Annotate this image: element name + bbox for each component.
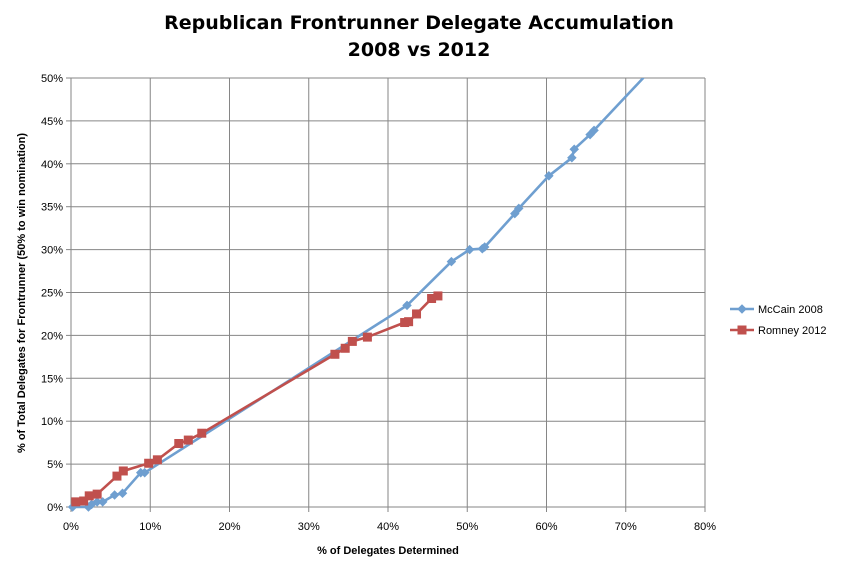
- data-point: [446, 256, 457, 267]
- x-tick-label: 40%: [377, 521, 399, 533]
- data-point: [362, 332, 372, 342]
- data-point: [589, 125, 599, 136]
- data-point: [567, 153, 577, 163]
- data-point: [144, 458, 154, 468]
- data-point: [97, 497, 108, 507]
- data-point: [347, 336, 357, 346]
- data-point: [737, 304, 747, 314]
- data-point: [71, 497, 81, 507]
- data-point: [340, 343, 350, 353]
- x-tick-label: 50%: [456, 521, 478, 533]
- data-point: [84, 491, 94, 501]
- y-tick-label: 0%: [47, 502, 63, 514]
- grid-lines: [71, 77, 706, 507]
- x-axis-ticks: 0% 10% 20% 30% 40% 50% 60% 70% 80%: [63, 507, 716, 533]
- data-point: [92, 489, 102, 499]
- legend-item: Romney 2012: [730, 325, 827, 337]
- data-point: [427, 294, 437, 304]
- data-point: [464, 244, 475, 255]
- data-point: [139, 467, 150, 478]
- y-axis-ticks: 0% 5% 10% 15% 20% 25% 30% 35% 40% 45% 50%: [41, 73, 71, 514]
- y-tick-label: 45%: [41, 116, 63, 128]
- chart-subtitle: 2008 vs 2012: [348, 39, 491, 61]
- y-tick-label: 5%: [47, 459, 63, 471]
- series-mccain-2008: [67, 78, 645, 512]
- x-tick-label: 70%: [615, 521, 637, 533]
- data-point: [513, 203, 524, 214]
- x-tick-label: 20%: [218, 521, 240, 533]
- series-romney-2012: [71, 291, 443, 507]
- legend-label: Romney 2012: [758, 325, 827, 337]
- y-axis-title: % of Total Delegates for Frontrunner (50…: [16, 133, 28, 453]
- y-tick-label: 50%: [41, 73, 63, 85]
- x-tick-label: 60%: [535, 521, 557, 533]
- data-point: [737, 325, 747, 335]
- data-point: [79, 496, 89, 506]
- data-point: [117, 488, 128, 499]
- x-tick-label: 80%: [694, 521, 716, 533]
- legend-label: McCain 2008: [758, 304, 823, 316]
- data-point: [152, 455, 162, 465]
- series-line: [74, 294, 440, 504]
- data-point: [510, 208, 520, 219]
- y-tick-label: 30%: [41, 245, 63, 257]
- data-point: [174, 439, 184, 449]
- data-point: [544, 171, 554, 181]
- data-point: [412, 309, 422, 319]
- x-tick-label: 30%: [298, 521, 320, 533]
- x-tick-label: 10%: [139, 521, 161, 533]
- y-tick-label: 20%: [41, 330, 63, 342]
- data-point: [479, 242, 490, 252]
- y-tick-label: 15%: [41, 373, 63, 385]
- y-tick-label: 25%: [41, 288, 63, 300]
- data-point: [197, 428, 207, 438]
- y-tick-label: 10%: [41, 416, 63, 428]
- series-layer: [67, 78, 645, 512]
- data-point: [330, 349, 340, 359]
- data-point: [402, 300, 412, 311]
- x-tick-label: 0%: [63, 521, 79, 533]
- data-point: [404, 317, 414, 327]
- y-tick-label: 35%: [41, 202, 63, 214]
- y-tick-label: 40%: [41, 159, 63, 171]
- chart-title: Republican Frontrunner Delegate Accumula…: [164, 12, 674, 34]
- legend-item: McCain 2008: [730, 304, 823, 316]
- data-point: [183, 435, 193, 445]
- x-axis-title: % of Delegates Determined: [317, 545, 459, 557]
- data-point: [112, 471, 122, 481]
- legend: McCain 2008 Romney 2012: [730, 304, 827, 337]
- data-point: [118, 466, 128, 476]
- data-point: [433, 291, 443, 301]
- data-point: [569, 144, 580, 154]
- data-point: [109, 490, 120, 500]
